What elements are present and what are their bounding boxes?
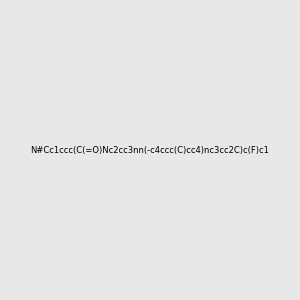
Text: N#Cc1ccc(C(=O)Nc2cc3nn(-c4ccc(C)cc4)nc3cc2C)c(F)c1: N#Cc1ccc(C(=O)Nc2cc3nn(-c4ccc(C)cc4)nc3c… (31, 146, 269, 154)
